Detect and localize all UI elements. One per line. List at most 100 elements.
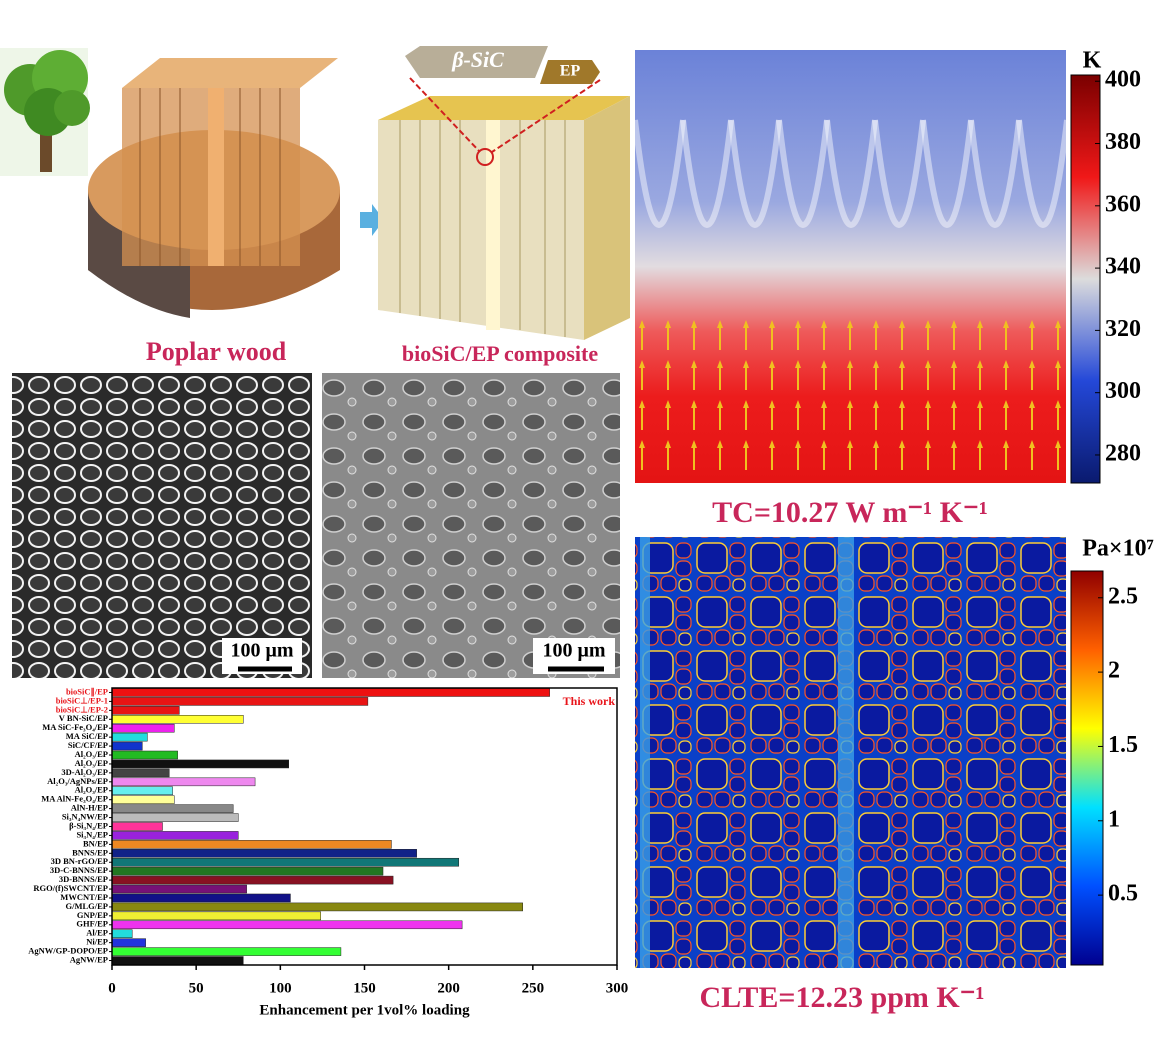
flux-arrow-head: [1003, 440, 1009, 448]
bar: [111, 697, 369, 706]
flux-arrow-head: [821, 400, 827, 408]
colorbar-tick-label: 360: [1105, 191, 1141, 217]
flux-arrow-head: [691, 320, 697, 328]
flux-arrow-head: [1029, 320, 1035, 328]
flux-arrow-head: [951, 400, 957, 408]
bar: [111, 759, 289, 769]
flux-arrow-head: [769, 360, 775, 368]
bar: [111, 893, 291, 903]
y-tick-label: Al₂O₃/EP: [75, 758, 108, 768]
composite-label: bioSiC/EP composite: [402, 341, 598, 366]
flux-arrow-head: [691, 400, 697, 408]
flux-arrow-head: [1055, 440, 1061, 448]
y-tick-label: 3D BN-rGO/EP: [51, 856, 108, 866]
y-tick-label: Al/EP: [86, 928, 108, 938]
flux-arrow-head: [795, 320, 801, 328]
flux-arrow-head: [821, 360, 827, 368]
isotherm: [824, 119, 878, 228]
bar: [111, 938, 146, 947]
y-tick-label: bioSiC⊥/EP-2: [56, 704, 108, 714]
bar: [111, 741, 143, 751]
bar: [111, 706, 180, 715]
y-tick-label: Si₃N₄/EP: [76, 829, 108, 839]
colorbar-tick-label: 280: [1105, 440, 1141, 466]
flux-arrow-head: [743, 400, 749, 408]
colorbar-tick-label: 320: [1105, 316, 1141, 342]
flux-arrow-head: [717, 400, 723, 408]
y-tick-label: G/MLG/EP: [66, 901, 109, 911]
colorbar-tick-label: 2: [1108, 658, 1120, 684]
bar: [111, 866, 384, 876]
flux-arrow-head: [795, 440, 801, 448]
flux-arrow-head: [1055, 320, 1061, 328]
bar: [111, 813, 239, 822]
composite-illustration: [378, 46, 630, 340]
bar: [111, 750, 178, 760]
bar: [111, 911, 321, 921]
bar: [111, 920, 463, 930]
x-tick-label: 200: [437, 980, 460, 996]
bar: [111, 840, 392, 849]
x-tick-label: 150: [353, 980, 376, 996]
flux-arrow-head: [873, 400, 879, 408]
tc-label: TC=10.27 W m⁻¹ K⁻¹: [712, 496, 988, 529]
flux-arrow-head: [925, 360, 931, 368]
flux-arrow-head: [639, 360, 645, 368]
isotherm: [968, 119, 1022, 228]
colorbar-tick-label: 340: [1105, 254, 1141, 280]
flux-arrow-head: [951, 360, 957, 368]
isotherm: [1016, 119, 1070, 228]
y-tick-label: BN/EP: [83, 838, 108, 848]
flux-arrow-head: [717, 360, 723, 368]
y-tick-label: bioSiC⊥/EP-1: [56, 695, 108, 705]
x-axis-label: Enhancement per 1vol% loading: [259, 1002, 470, 1018]
flux-arrow-head: [977, 400, 983, 408]
scale-bar-label: 100 μm: [231, 640, 294, 662]
y-tick-label: MWCNT/EP: [60, 892, 108, 902]
flux-arrow-head: [1055, 360, 1061, 368]
x-tick-label: 250: [522, 980, 545, 996]
y-tick-label: Al₂O₃/EP: [75, 785, 108, 795]
isotherm: [632, 119, 686, 228]
flux-arrow-head: [977, 360, 983, 368]
colorbar-tick-label: 1: [1108, 806, 1120, 832]
flux-arrow-head: [821, 320, 827, 328]
flux-arrow-head: [743, 320, 749, 328]
flux-arrow-head: [769, 320, 775, 328]
flux-arrow-head: [977, 320, 983, 328]
y-tick-label: Al₂O₃/AgNPs/EP: [47, 776, 108, 786]
flux-arrow-head: [1029, 400, 1035, 408]
annotation: This work: [563, 694, 616, 708]
flux-arrow-head: [873, 360, 879, 368]
flux-arrow-head: [691, 440, 697, 448]
flux-arrow-head: [769, 440, 775, 448]
bar: [111, 884, 247, 894]
flux-arrow-head: [847, 320, 853, 328]
flux-arrow-head: [1003, 360, 1009, 368]
wood-label: Poplar wood: [146, 337, 287, 366]
y-tick-label: β-Si₃N₄/EP: [69, 820, 108, 830]
flux-arrow-head: [1003, 320, 1009, 328]
x-tick-label: 100: [269, 980, 292, 996]
y-tick-label: Si₃N₄NW/EP: [62, 812, 108, 822]
bar: [111, 804, 234, 813]
flux-arrow-head: [925, 320, 931, 328]
flux-arrow-head: [925, 400, 931, 408]
sem-wood: [12, 373, 312, 678]
flux-arrow-head: [743, 360, 749, 368]
flux-arrow-head: [1029, 440, 1035, 448]
x-tick-label: 0: [108, 980, 116, 996]
y-tick-label: MA SiC/EP: [66, 731, 108, 741]
flux-arrow-head: [847, 440, 853, 448]
bar: [111, 768, 170, 778]
y-tick-label: 3D-BNNS/EP: [59, 874, 108, 884]
flux-arrow-head: [795, 360, 801, 368]
flux-arrow-head: [847, 400, 853, 408]
colorbar-tick-label: 1.5: [1108, 732, 1138, 758]
flux-arrow-head: [925, 440, 931, 448]
bar: [111, 786, 173, 796]
x-tick-label: 50: [189, 980, 204, 996]
isotherm: [920, 119, 974, 228]
bar: [111, 777, 256, 787]
clte-label: CLTE=12.23 ppm K⁻¹: [699, 981, 984, 1014]
